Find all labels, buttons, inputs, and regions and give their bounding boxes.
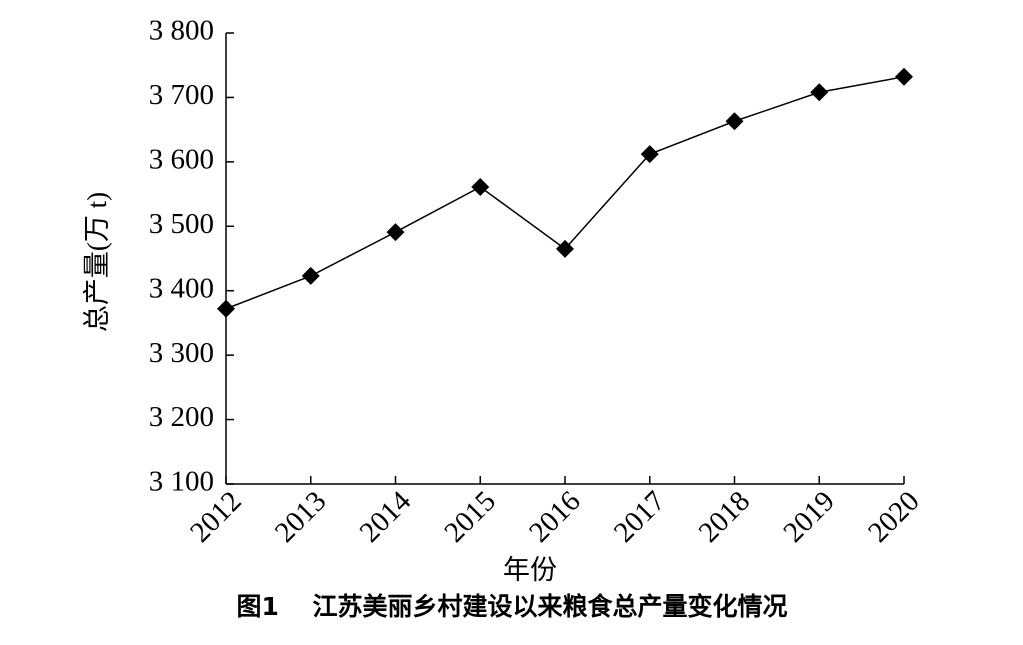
x-axis-label: 年份: [503, 555, 557, 585]
y-tick-label: 3 500: [149, 208, 214, 240]
marker: [471, 177, 490, 196]
marker: [386, 223, 405, 242]
y-tick-label: 3 700: [149, 79, 214, 111]
x-tick-label: 2019: [777, 485, 841, 549]
marker: [895, 67, 913, 86]
caption: 图1 江苏美丽乡村建设以来粮食总产量变化情况: [236, 592, 787, 621]
marker: [217, 299, 235, 318]
y-tick-label: 3 100: [149, 466, 214, 498]
x-tick-label: 2015: [438, 485, 502, 549]
y-tick-label: 3 300: [149, 337, 214, 369]
marker: [301, 266, 320, 285]
x-tick-label: 2016: [523, 485, 587, 549]
marker: [556, 239, 574, 258]
y-tick-label: 3 400: [149, 272, 214, 304]
y-tick-label: 3 600: [149, 144, 214, 176]
marker: [810, 83, 829, 102]
y-axis-label: 总产量(万 t): [82, 192, 112, 332]
x-tick-label: 2018: [693, 485, 757, 549]
y-tick-label: 3 800: [149, 15, 214, 47]
marker: [640, 145, 659, 164]
x-tick-label: 2020: [862, 485, 926, 549]
line: [225, 76, 905, 310]
marker: [725, 112, 744, 131]
x-tick-label: 2017: [608, 485, 672, 549]
x-tick-label: 2014: [354, 485, 418, 549]
x-tick-label: 2013: [269, 485, 333, 549]
y-tick-label: 3 200: [149, 401, 214, 433]
